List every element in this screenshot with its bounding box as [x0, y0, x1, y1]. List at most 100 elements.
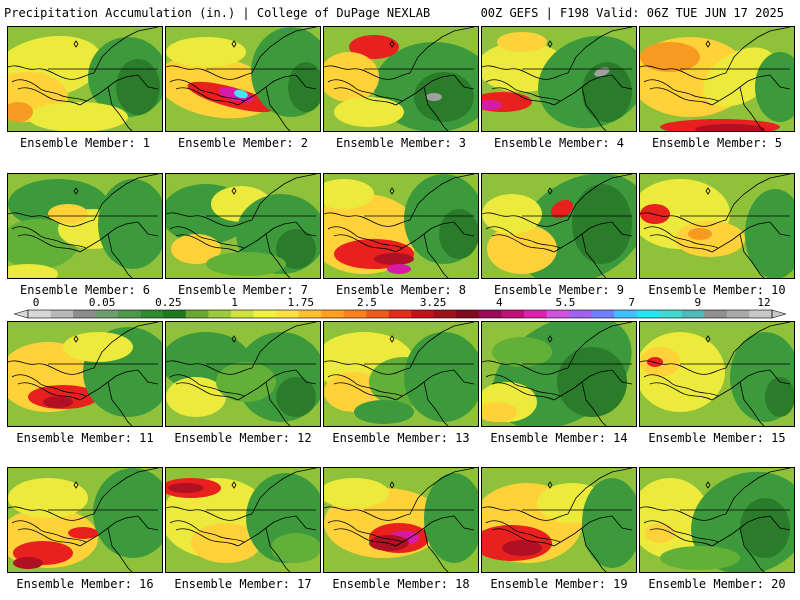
- geographic-boundary: [8, 212, 95, 227]
- precip-contour-yellow: [8, 478, 88, 518]
- ensemble-member-caption: Ensemble Member: 4: [493, 136, 625, 150]
- precip-contour-green: [354, 400, 414, 424]
- precip-contour-lightgreen: [271, 533, 320, 563]
- precip-contour-darkred: [43, 396, 73, 408]
- geographic-boundary: [17, 234, 81, 253]
- geographic-boundary: [491, 382, 555, 401]
- geographic-boundary: [640, 506, 727, 521]
- geographic-boundary: [324, 65, 411, 80]
- location-marker-icon: [73, 187, 79, 195]
- geographic-boundary: [137, 221, 159, 237]
- precip-contour-yellow: [166, 37, 246, 67]
- location-marker-icon: [705, 335, 711, 343]
- geographic-boundary: [175, 234, 239, 253]
- precip-contour-green: [582, 478, 636, 568]
- precip-contour-darkorange: [8, 102, 33, 122]
- ensemble-member-caption: Ensemble Member: 8: [335, 283, 467, 297]
- ensemble-member-map: [639, 321, 795, 427]
- location-marker-icon: [73, 40, 79, 48]
- precipitation-field: [324, 322, 478, 426]
- legend-underflow-arrow: [14, 309, 29, 319]
- precipitation-field: [166, 174, 320, 278]
- ensemble-member-caption: Ensemble Member: 17: [174, 577, 312, 591]
- geographic-boundary: [295, 515, 317, 531]
- geographic-boundary: [11, 374, 87, 397]
- precip-contour-orange: [645, 523, 675, 543]
- legend-color-swatch: [28, 310, 51, 318]
- legend-color-swatch: [478, 310, 502, 318]
- precip-contour-red: [640, 204, 670, 224]
- geographic-boundary: [739, 381, 765, 426]
- precip-contour-orange: [171, 234, 221, 264]
- precip-contour-lightgreen: [660, 546, 740, 570]
- geographic-boundary: [423, 86, 449, 131]
- geographic-boundary: [166, 360, 253, 375]
- location-marker-icon: [231, 335, 237, 343]
- precip-contour-darkred: [695, 124, 765, 131]
- geographic-boundary: [409, 322, 475, 369]
- precipitation-field: [8, 27, 162, 131]
- geographic-boundary: [643, 520, 719, 543]
- precip-contour-green: [424, 473, 478, 563]
- precip-contour-darkgreen: [765, 377, 794, 417]
- geographic-boundary: [453, 369, 475, 385]
- legend-color-swatch: [681, 310, 705, 318]
- precipitation-field: [640, 174, 794, 278]
- run-valid-time: 00Z GEFS | F198 Valid: 06Z TUE JUN 17 20…: [480, 6, 784, 20]
- ensemble-member-map: [323, 467, 479, 573]
- geographic-boundary: [482, 360, 569, 375]
- legend-color-swatch: [569, 310, 592, 318]
- legend-color-swatch: [73, 310, 96, 318]
- legend-color-swatch: [185, 310, 209, 318]
- geographic-boundary: [409, 27, 475, 74]
- geographic-boundary: [482, 65, 569, 80]
- legend-color-swatch: [704, 310, 728, 318]
- precip-contour-darkred: [369, 535, 409, 551]
- geographic-boundary: [482, 506, 569, 521]
- legend-color-swatch: [591, 310, 615, 318]
- geographic-boundary: [581, 527, 607, 572]
- precipitation-field: [324, 27, 478, 131]
- geographic-boundary: [324, 506, 411, 521]
- geographic-boundary: [327, 226, 403, 249]
- color-scale-bar: 0 0.05 0.25 1 1.75 2.5 3.25 4 5.5 7 9 12: [14, 296, 786, 319]
- ensemble-member-map: [481, 173, 637, 279]
- geographic-boundary: [581, 86, 607, 131]
- ensemble-member-map: [165, 321, 321, 427]
- geographic-boundary: [567, 27, 633, 74]
- legend-tick-label: 4: [496, 296, 503, 309]
- precip-contour-green: [404, 332, 478, 422]
- precip-contour-orange: [675, 221, 745, 257]
- precip-contour-yellow: [324, 478, 389, 508]
- geographic-boundary: [251, 174, 317, 221]
- location-marker-icon: [389, 187, 395, 195]
- legend-color-swatch: [501, 310, 525, 318]
- legend-color-swatch: [636, 310, 660, 318]
- geographic-boundary: [295, 369, 317, 385]
- geographic-boundary: [453, 74, 475, 90]
- geographic-boundary: [423, 381, 449, 426]
- legend-color-swatch: [276, 310, 299, 318]
- ensemble-member-map: [639, 467, 795, 573]
- legend-tick-label: 12: [757, 296, 770, 309]
- ensemble-member-caption: Ensemble Member: 10: [648, 283, 786, 297]
- legend-color-swatch: [659, 310, 683, 318]
- location-marker-icon: [705, 481, 711, 489]
- geographic-boundary: [423, 527, 449, 572]
- geographic-boundary: [295, 74, 317, 90]
- geographic-boundary: [251, 322, 317, 369]
- geographic-boundary: [567, 174, 633, 221]
- geographic-boundary: [8, 65, 95, 80]
- precip-contour-gray: [426, 93, 442, 101]
- precipitation-field: [8, 174, 162, 278]
- ensemble-member-map: [481, 321, 637, 427]
- precip-contour-magenta: [387, 264, 411, 274]
- ensemble-member-map: [323, 173, 479, 279]
- location-marker-icon: [73, 335, 79, 343]
- ensemble-member-caption: Ensemble Member: 6: [19, 283, 151, 297]
- geographic-boundary: [649, 87, 713, 106]
- geographic-boundary: [333, 528, 397, 547]
- location-marker-icon: [231, 481, 237, 489]
- geographic-boundary: [169, 226, 245, 249]
- precip-contour-darkgreen: [276, 229, 316, 269]
